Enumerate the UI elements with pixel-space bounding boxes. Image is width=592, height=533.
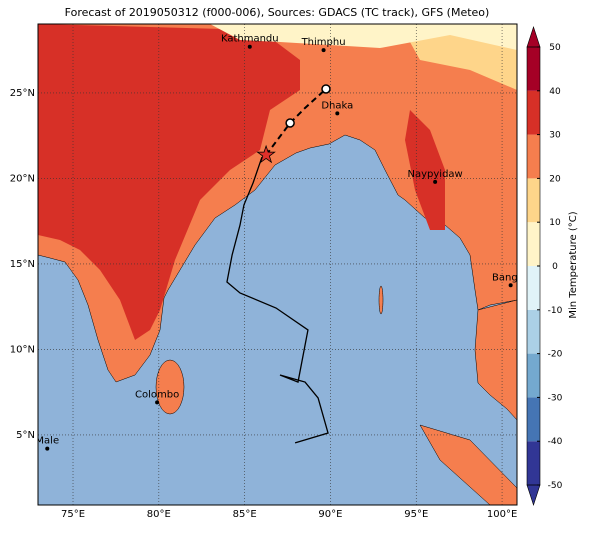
colorbar-band [527, 90, 540, 135]
forecast-point [321, 84, 331, 94]
colorbar-extend-bottom [526, 484, 541, 506]
city-label: Colombo [135, 389, 179, 400]
track-line [226, 156, 329, 444]
x-tick-label: 90°E [318, 509, 342, 520]
colorbar: -50 -40 -30 -20 -10 0 10 20 30 40 50 [526, 26, 563, 506]
cool-zone [210, 24, 517, 50]
x-tick-label: 75°E [61, 509, 85, 520]
y-tick-label: 10°N [10, 344, 35, 355]
city-label: Naypyidaw [408, 169, 463, 180]
colorbar-tick-label: 30 [549, 131, 561, 141]
colorbar-tick-label: -10 [548, 306, 563, 316]
city-marker [335, 111, 340, 116]
storm-position [256, 144, 276, 164]
colorbar-tick-label: 50 [549, 43, 561, 53]
map-frame [37, 23, 518, 506]
x-tick-label: 80°E [147, 509, 171, 520]
colorbar-band [527, 397, 540, 442]
city-label: Dhaka [321, 100, 353, 111]
colorbar-tick-label: 10 [549, 218, 561, 228]
city-label: Thimphu [301, 37, 346, 48]
map-area: Kathmandu Thimphu Dhaka Naypyidaw Bangko Colo… [35, 24, 529, 505]
colorbar-tick-label: -20 [548, 350, 563, 360]
colorbar-tick-label: 20 [549, 174, 561, 184]
city-marker [155, 400, 160, 405]
andaman [378, 285, 384, 315]
city-label: Male [35, 436, 59, 447]
colorbar-band [527, 441, 540, 485]
colorbar-extend-top [526, 26, 541, 48]
city-label: Kathmandu [221, 34, 279, 45]
sumatra [419, 424, 517, 505]
hot-zone [38, 24, 300, 340]
sri-lanka [155, 359, 185, 415]
y-tick-label: 25°N [10, 88, 35, 99]
colorbar-band [527, 222, 540, 266]
city-marker [433, 179, 438, 184]
colorbar-band [527, 134, 540, 179]
forecast-point [285, 118, 295, 128]
city-marker [247, 44, 252, 49]
colorbar-tick-label: 0 [552, 262, 558, 272]
hot-zone [405, 110, 445, 230]
y-tick-label: 5°N [16, 430, 35, 441]
colorbar-band [527, 309, 540, 354]
colorbar-tick-label: -50 [548, 481, 563, 491]
city-marker [45, 446, 50, 451]
colorbar-tick-label: -40 [548, 437, 563, 447]
city-label: Bangko [492, 272, 529, 283]
city-marker [321, 48, 326, 53]
x-tick-label: 95°E [404, 509, 428, 520]
colorbar-label: Min Temperature (°C) [568, 211, 579, 318]
overlays: Kathmandu Thimphu Dhaka Naypyidaw Bangko Colo… [35, 24, 529, 505]
y-tick-label: 20°N [10, 173, 35, 184]
colorbar-band [527, 353, 540, 398]
colorbar-band [527, 178, 540, 223]
y-tick-label: 15°N [10, 259, 35, 270]
colorbar-band [527, 266, 540, 310]
colorbar-tick-label: -30 [548, 393, 563, 403]
title: Forecast of 2019050312 (f000-006), Sourc… [65, 6, 490, 19]
colorbar-tick-label: 40 [549, 87, 561, 97]
city-marker [508, 283, 513, 288]
x-tick-label: 100°E [487, 509, 517, 520]
x-tick-label: 85°E [233, 509, 257, 520]
peninsula [474, 299, 517, 421]
colorbar-band [527, 47, 540, 91]
forecast-line [265, 88, 327, 156]
